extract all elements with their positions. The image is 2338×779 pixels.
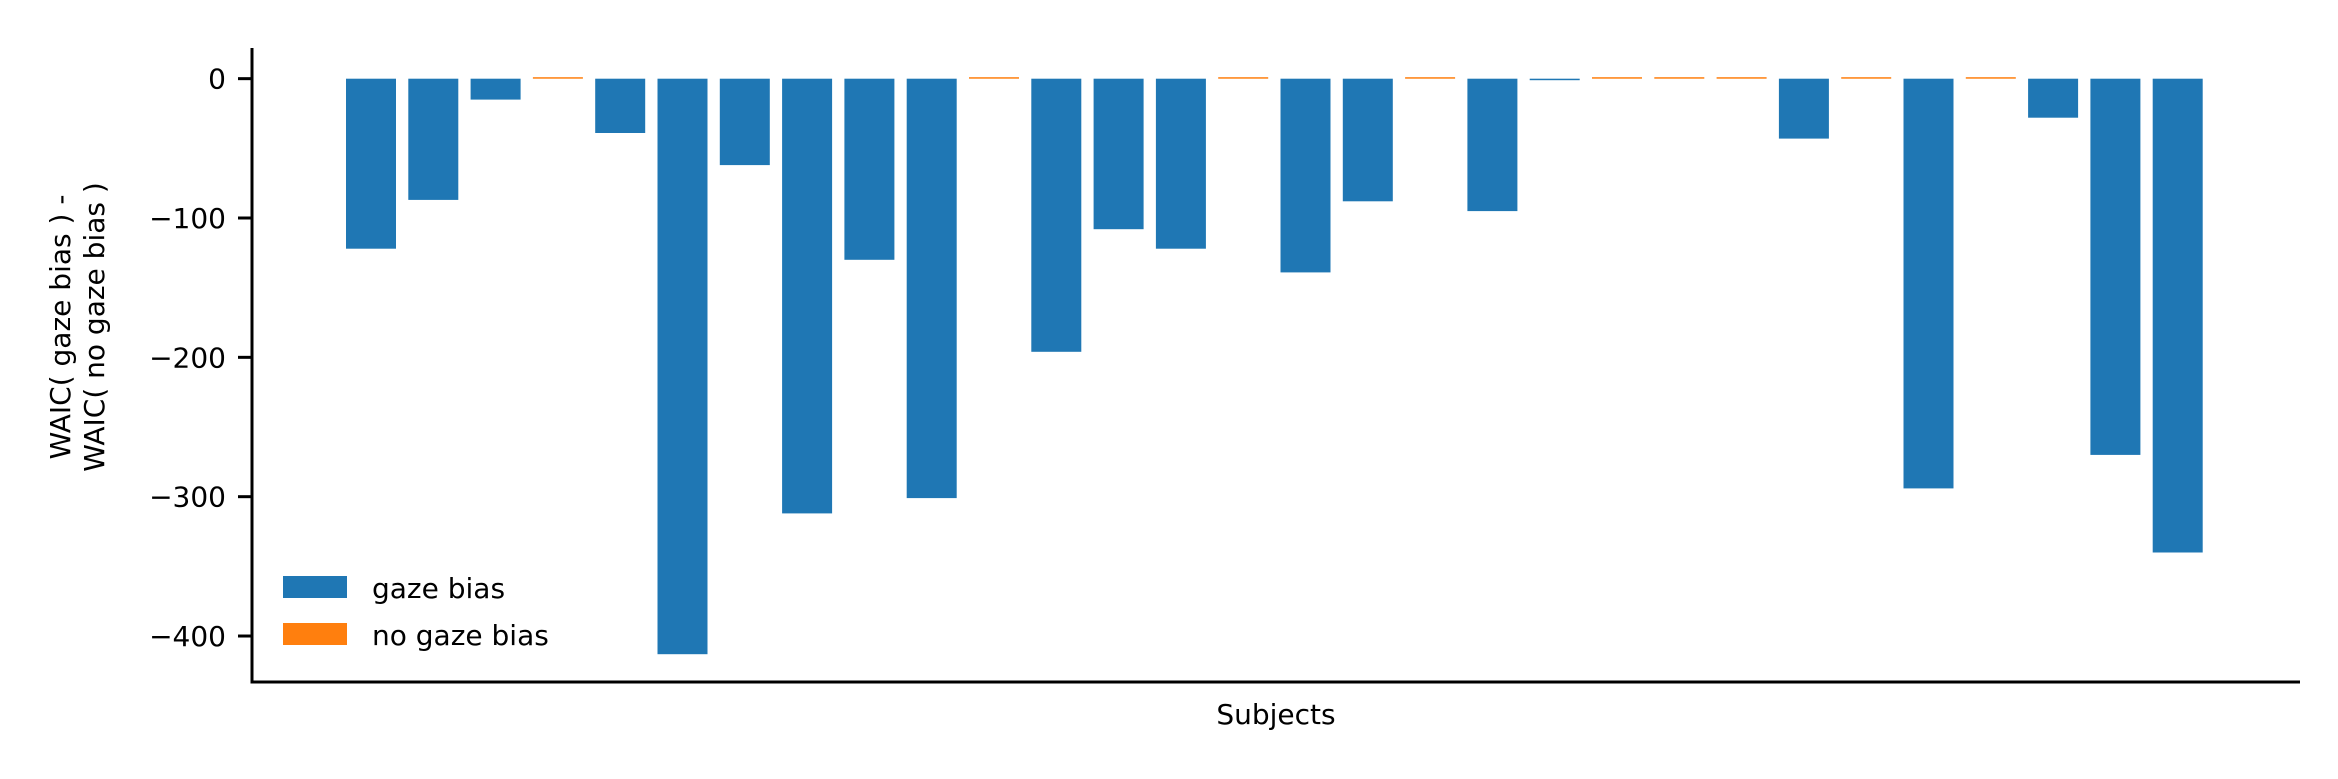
bar-subject-7 — [719, 78, 770, 166]
bar-subject-1 — [346, 78, 396, 249]
bar-subject-15 — [1218, 77, 1269, 79]
bar-subject-11 — [969, 77, 1019, 79]
y-tick-label: −300 — [149, 481, 226, 514]
x-axis-label: Subjects — [1216, 698, 1335, 731]
bar-subject-13 — [1093, 78, 1144, 230]
bar-subject-22 — [1654, 77, 1705, 79]
bar-subject-3 — [470, 78, 521, 100]
legend: gaze bias no gaze bias — [283, 572, 549, 652]
legend-swatch-no-gaze-bias — [283, 623, 347, 645]
bar-subject-24 — [1778, 78, 1829, 139]
y-tick-label: −400 — [149, 620, 226, 653]
bar-subject-4 — [532, 77, 583, 79]
bars-group — [346, 77, 2203, 655]
bar-subject-10 — [906, 78, 957, 499]
bar-subject-25 — [1841, 77, 1892, 79]
bar-subject-26 — [1903, 78, 1954, 489]
bar-subject-30 — [2152, 78, 2203, 553]
bar-subject-12 — [1031, 78, 1082, 352]
y-tick-label: −200 — [149, 341, 226, 374]
y-tick-label: −100 — [149, 202, 226, 235]
legend-label-gaze-bias: gaze bias — [372, 572, 505, 605]
bar-subject-5 — [595, 78, 646, 133]
bar-subject-2 — [408, 78, 459, 200]
bar-subject-9 — [844, 78, 895, 260]
bar-subject-19 — [1467, 78, 1518, 212]
legend-label-no-gaze-bias: no gaze bias — [372, 619, 549, 652]
bar-subject-27 — [1965, 77, 2016, 79]
legend-swatch-gaze-bias — [283, 576, 347, 598]
bar-subject-8 — [782, 78, 833, 514]
y-tick-label: 0 — [208, 63, 226, 96]
bar-subject-23 — [1716, 77, 1767, 79]
bar-subject-20 — [1529, 78, 1580, 81]
bar-subject-21 — [1592, 77, 1642, 79]
y-axis-label-line-1: WAIC( gaze bias ) - — [44, 195, 77, 460]
bar-subject-17 — [1342, 78, 1393, 202]
y-axis-label-line-2: WAIC( no gaze bias ) — [78, 182, 111, 472]
bar-subject-6 — [657, 78, 708, 655]
bar-subject-29 — [2090, 78, 2141, 455]
bar-subject-16 — [1280, 78, 1331, 273]
bar-subject-28 — [2028, 78, 2079, 118]
y-axis: 0 −100 −200 −300 −400 — [149, 63, 252, 653]
y-axis-label: WAIC( gaze bias ) - WAIC( no gaze bias ) — [44, 182, 111, 472]
bar-subject-18 — [1405, 77, 1456, 79]
bar-subject-14 — [1155, 78, 1206, 249]
